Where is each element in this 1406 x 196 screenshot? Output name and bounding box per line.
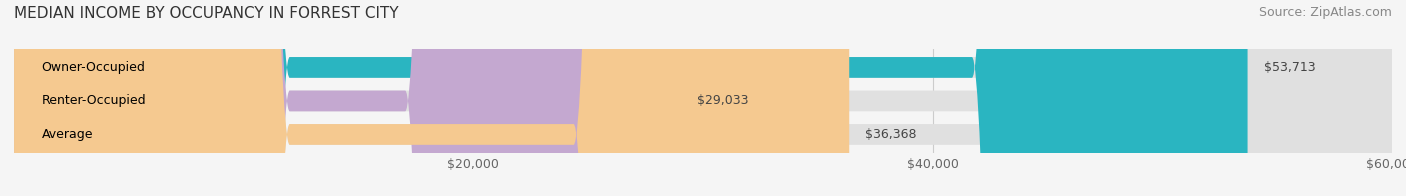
- FancyBboxPatch shape: [14, 0, 1392, 196]
- FancyBboxPatch shape: [14, 0, 849, 196]
- FancyBboxPatch shape: [14, 0, 1392, 196]
- Text: $36,368: $36,368: [865, 128, 917, 141]
- FancyBboxPatch shape: [14, 0, 1392, 196]
- Text: Average: Average: [42, 128, 93, 141]
- Text: $29,033: $29,033: [697, 94, 748, 107]
- Text: Source: ZipAtlas.com: Source: ZipAtlas.com: [1258, 6, 1392, 19]
- Text: Owner-Occupied: Owner-Occupied: [42, 61, 145, 74]
- Text: MEDIAN INCOME BY OCCUPANCY IN FORREST CITY: MEDIAN INCOME BY OCCUPANCY IN FORREST CI…: [14, 6, 399, 21]
- FancyBboxPatch shape: [14, 0, 681, 196]
- Text: $53,713: $53,713: [1264, 61, 1315, 74]
- Text: Renter-Occupied: Renter-Occupied: [42, 94, 146, 107]
- FancyBboxPatch shape: [14, 0, 1247, 196]
